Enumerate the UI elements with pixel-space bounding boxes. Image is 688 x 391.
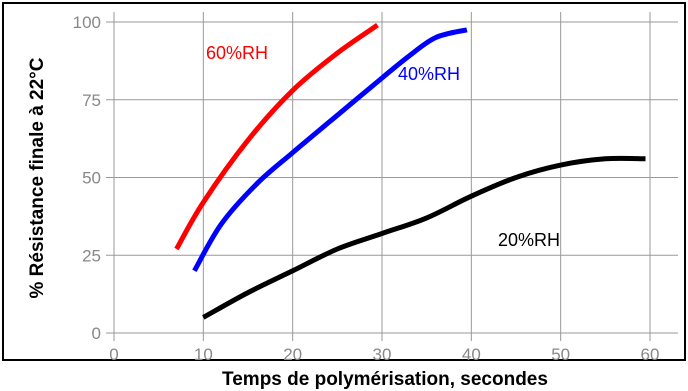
x-tick-label: 50 xyxy=(551,345,570,364)
x-tick-label: 20 xyxy=(283,345,302,364)
x-tick-label: 40 xyxy=(462,345,481,364)
y-tick-label: 100 xyxy=(73,13,101,32)
y-tick-label: 25 xyxy=(82,246,101,265)
y-tick-label: 75 xyxy=(82,91,101,110)
x-tick-label: 30 xyxy=(373,345,392,364)
series-line-20rh xyxy=(202,155,646,320)
grid xyxy=(106,12,678,341)
y-axis-title: % Résistance finale à 22°C xyxy=(27,57,48,298)
series-label-60rh: 60%RH xyxy=(206,43,268,63)
tick-labels: 0 10 20 30 40 50 60 0 25 50 75 100 xyxy=(73,13,660,364)
chart-border xyxy=(2,2,686,361)
x-axis-title: Temps de polymérisation, secondes xyxy=(222,369,548,390)
y-tick-label: 50 xyxy=(82,169,101,188)
series-label-40rh: 40%RH xyxy=(398,64,460,84)
x-tick-label: 0 xyxy=(109,345,118,364)
x-tick-label: 60 xyxy=(641,345,660,364)
series-line-40rh xyxy=(192,27,468,273)
x-tick-label: 10 xyxy=(194,345,213,364)
series-labels: 60%RH 40%RH 20%RH xyxy=(206,43,560,250)
y-tick-label: 0 xyxy=(92,324,101,343)
series-line-60rh xyxy=(174,23,379,251)
series-label-20rh: 20%RH xyxy=(498,230,560,250)
series-lines xyxy=(174,23,646,320)
